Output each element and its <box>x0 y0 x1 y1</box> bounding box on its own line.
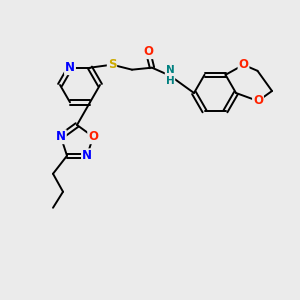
Text: O: O <box>253 94 263 107</box>
Text: O: O <box>143 45 153 58</box>
Text: O: O <box>238 58 248 71</box>
Text: N: N <box>65 61 75 74</box>
Text: N
H: N H <box>166 65 174 86</box>
Text: N: N <box>56 130 66 143</box>
Text: O: O <box>88 130 98 143</box>
Text: S: S <box>108 58 116 71</box>
Text: N: N <box>82 149 92 162</box>
